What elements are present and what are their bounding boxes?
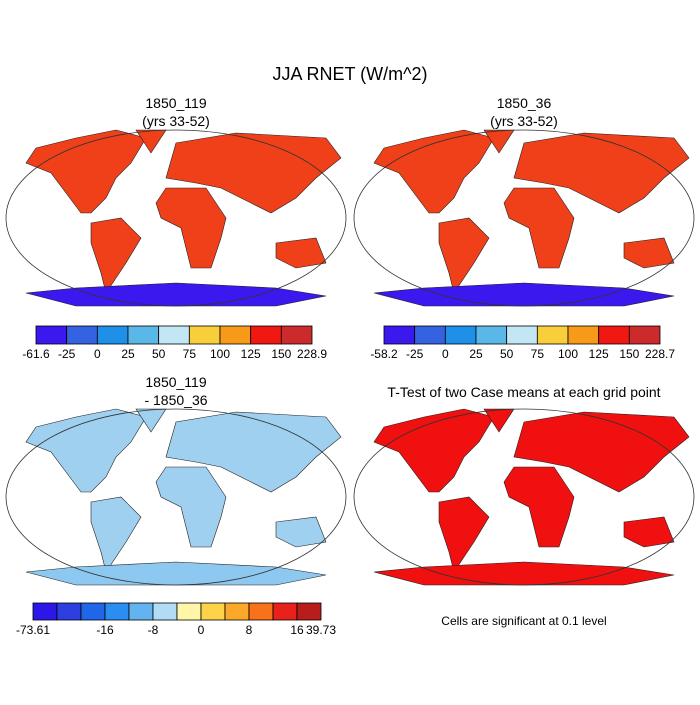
colorbar-box (248, 602, 274, 621)
panel-title: (yrs 33-52) (490, 113, 558, 129)
colorbar-box (383, 325, 416, 345)
colorbar-label: -73.61 (16, 623, 50, 637)
colorbar-box (104, 602, 130, 621)
colorbar-box (280, 325, 313, 345)
colorbar-label: 228.7 (645, 347, 675, 361)
colorbar-label: -25 (58, 347, 76, 361)
colorbar-box (35, 325, 68, 345)
colorbar-box (475, 325, 508, 345)
colorbar-box (598, 325, 630, 345)
colorbar-label: -8 (148, 623, 159, 637)
colorbar-box (414, 325, 446, 345)
colorbar-box (32, 602, 58, 621)
panel-title: - 1850_36 (144, 392, 207, 408)
panel-title: 1850_119 (145, 95, 206, 111)
colorbar-label: 228.9 (297, 347, 327, 361)
colorbar-label: 0 (442, 347, 449, 361)
colorbar-label: 8 (246, 623, 253, 637)
colorbar-label: 50 (500, 347, 514, 361)
colorbar-label: 125 (241, 347, 261, 361)
map (353, 408, 695, 586)
colorbar-label: 16 (290, 623, 304, 637)
colorbar-box (200, 602, 226, 621)
colorbar-label: 25 (121, 347, 135, 361)
colorbar-box (628, 325, 661, 345)
colorbar-box (127, 325, 160, 345)
colorbar-label: -61.6 (22, 347, 50, 361)
colorbar-box (80, 602, 106, 621)
colorbar-box (158, 325, 190, 345)
colorbar-box (176, 602, 202, 621)
colorbar-box (250, 325, 282, 345)
colorbar-label: 25 (469, 347, 483, 361)
panel-title: (yrs 33-52) (142, 113, 210, 129)
colorbar-box (66, 325, 98, 345)
colorbar-label: 150 (271, 347, 291, 361)
colorbar-label: 50 (152, 347, 166, 361)
colorbar-box (506, 325, 538, 345)
panel-title: 1850_119 (145, 374, 206, 390)
colorbar-box (567, 325, 600, 345)
colorbar-box (444, 325, 477, 345)
note: Cells are significant at 0.1 level (441, 614, 606, 628)
colorbar-label: 0 (94, 347, 101, 361)
colorbar-box (96, 325, 129, 345)
colorbar-box (128, 602, 154, 621)
colorbar-box (56, 602, 82, 621)
colorbar-box (296, 602, 322, 621)
colorbar-box (188, 325, 221, 345)
colorbar-label: 100 (558, 347, 578, 361)
colorbar-label: 0 (198, 623, 205, 637)
map (5, 408, 347, 586)
panel-title: 1850_36 (497, 95, 552, 111)
map (5, 129, 347, 307)
colorbar-label: 150 (619, 347, 639, 361)
figure-title: JJA RNET (W/m^2) (272, 64, 427, 84)
colorbar-label: 75 (183, 347, 197, 361)
colorbar-label: -16 (96, 623, 114, 637)
colorbar-label: 75 (531, 347, 545, 361)
colorbar-label: 125 (589, 347, 609, 361)
map (353, 129, 695, 307)
colorbar-box (272, 602, 298, 621)
colorbar-label: -25 (406, 347, 424, 361)
panel-title: T-Test of two Case means at each grid po… (387, 384, 660, 400)
colorbar-label: 39.73 (306, 623, 336, 637)
colorbar-label: -58.2 (370, 347, 398, 361)
colorbar-label: 100 (210, 347, 230, 361)
colorbar-box (224, 602, 250, 621)
colorbar-box (152, 602, 178, 621)
colorbar-box (536, 325, 569, 345)
colorbar-box (219, 325, 252, 345)
